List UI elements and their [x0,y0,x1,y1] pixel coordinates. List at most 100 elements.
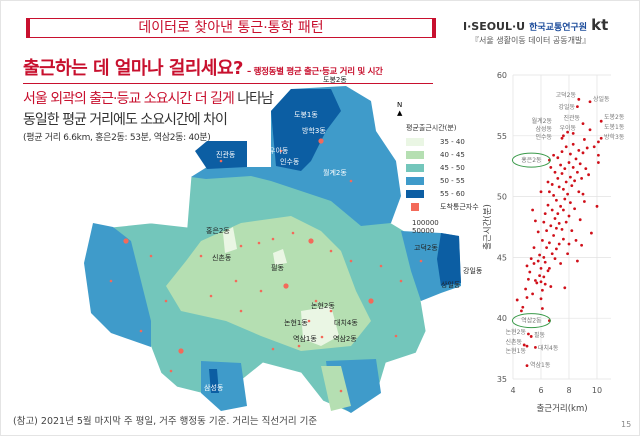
y-tick-label: 50 [497,193,507,202]
scatter-point [562,187,565,191]
arrival-dot [219,159,223,163]
map-region-55-60-dobong [271,89,341,171]
map-label: 논현2동 [311,302,335,310]
scatter-point [566,252,569,256]
scatter-point [552,153,555,157]
arrival-dot [308,238,314,244]
arrival-dot [394,334,398,338]
y-tick-label: 45 [497,253,507,262]
scatter-point [559,204,562,208]
scatter-point [549,224,553,228]
title-main: 출근하는 데 얼마나 걸리세요? [23,58,243,79]
legend-item: 40 - 45 [406,148,479,161]
scatter-point [564,145,568,149]
scatter-point-labeled [566,130,569,134]
scatter-point-labeled [576,105,579,109]
scatter-point [563,167,567,171]
point-label: 방학3동 [604,133,625,141]
scatter-point [529,257,533,261]
point-label: 논현2동 [506,328,527,336]
scatter-point [546,203,550,207]
scatter-point [538,274,541,278]
legend-item: 50 - 55 [406,174,479,187]
legend-title: 평균출근시간(분) [406,124,457,132]
scatter-point [560,172,564,175]
scatter-point [573,179,576,183]
point-label: 필동 [534,332,546,339]
scatter-point [577,190,581,194]
scatter-point [567,242,571,246]
scatter-point [583,200,586,203]
page-title: 출근하는 데 얼마나 걸리세요? – 행정동별 평균 출근·등교 거리 및 시간 [23,58,383,83]
scatter-point [541,288,544,292]
map-label: 역삼2동 [333,335,357,343]
highlight-ellipse [511,313,551,329]
arrival-dot [297,344,301,348]
scatter-point [576,170,579,174]
map-label: 도봉1동 [294,111,318,119]
scatter-point [553,257,557,261]
legend-label: 55 - 60 [440,189,465,198]
scatter-point [549,166,553,169]
legend-swatch [406,137,424,146]
scatter-point-labeled [577,97,581,101]
headline-2: 동일한 평균 거리에도 소요시간에 차이 [23,112,228,128]
scatter-point [559,262,562,265]
scatter-point [542,256,546,259]
arrival-dot [291,231,295,235]
scatter-point [595,204,599,208]
arrival-dot [349,259,353,263]
arrival-dot [149,254,153,258]
map-label: 진관동 [216,151,236,159]
arrival-dot [271,347,275,351]
arrival-dot [283,283,289,289]
legend-item: 55 - 60 [406,187,479,200]
map-region-35-40-pildong [273,249,287,265]
scatter-point-labeled [562,134,565,138]
koti-logo: 한국교통연구원 [529,23,588,33]
logo-subtitle: 『서울 생활이동 데이터 공동개발』 [471,36,591,45]
headline-1: 서울 외곽의 출근·등교 소요시간 더 길게 나타남 [23,91,274,107]
scatter-point [576,259,579,263]
scatter-point [557,221,561,225]
scatter-point-labeled [588,128,592,132]
highlight-ellipse [511,152,551,168]
partner-logos: I·SEOUL·U 한국교통연구원 kt [463,16,608,34]
point-label: 도봉1동 [604,123,625,131]
page-number: 15 [621,420,632,429]
scatter-point [548,190,551,194]
y-tick-label: 60 [497,71,507,80]
point-label: 상일동 [593,95,610,103]
scatter-point [550,208,554,212]
arrival-dot [178,348,184,354]
scatter-point [557,242,561,246]
scatter-point [599,136,603,140]
scatter-point [528,270,532,274]
title-divider [23,83,433,84]
arrival-dot [164,299,168,303]
scatter-point [570,184,574,188]
scatter-point [538,253,541,257]
point-label: 고덕2동 [556,92,577,99]
arrival-dot [349,179,353,183]
scatter-point [564,220,568,224]
map-label: 홍은2동 [206,227,230,235]
scatter-point-labeled [588,100,592,104]
scatter-point [566,192,569,196]
scatter-point [550,252,554,256]
point-label: 인수동 [535,134,552,141]
scatter-point [552,193,555,197]
scatter-point [545,246,548,250]
scatter-point [535,281,539,285]
point-label: 월계2동 [532,117,553,125]
scatter-point [536,259,540,263]
iseoulu-logo: I·SEOUL·U [463,20,526,33]
arrival-dot [314,299,318,303]
scatter-point [580,176,583,180]
map-label: 강일동 [463,267,483,275]
scatter-point-labeled [534,345,537,349]
y-tick-label: 55 [497,132,507,141]
map-region-55-60-gangil [437,233,461,286]
scatter-point-labeled [522,343,526,347]
